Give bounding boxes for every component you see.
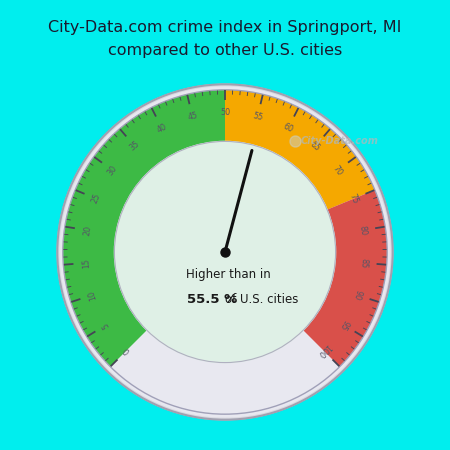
Text: 20: 20 [82,225,93,236]
Text: 95: 95 [337,318,350,331]
Wedge shape [225,90,375,210]
Text: 15: 15 [81,257,91,268]
Text: 45: 45 [187,111,198,122]
Text: 85: 85 [359,257,369,268]
Text: 5: 5 [101,320,112,329]
Text: 70: 70 [331,163,344,177]
Text: 65: 65 [309,140,322,153]
Text: 75: 75 [347,192,360,205]
Text: 10: 10 [87,289,99,301]
Text: 100: 100 [315,342,332,359]
Text: 40: 40 [155,122,168,134]
Text: 80: 80 [357,225,368,236]
Circle shape [57,84,393,420]
Text: 0: 0 [122,346,131,356]
Text: 50: 50 [220,108,230,117]
Text: 90: 90 [351,289,363,301]
Circle shape [114,141,336,363]
Text: 55.5 %: 55.5 % [187,293,237,306]
Text: Higher than in: Higher than in [186,268,271,281]
Text: City-Data.com crime index in Springport, MI: City-Data.com crime index in Springport,… [48,20,402,35]
Text: 35: 35 [128,140,141,153]
Circle shape [60,87,390,417]
Text: 30: 30 [106,163,119,177]
Text: of U.S. cities: of U.S. cities [225,293,298,306]
Wedge shape [63,90,225,367]
Text: 60: 60 [282,122,295,134]
Wedge shape [303,190,387,367]
Text: 25: 25 [90,192,103,205]
Text: City-Data.com: City-Data.com [300,136,378,146]
Text: 55: 55 [252,111,264,122]
Text: compared to other U.S. cities: compared to other U.S. cities [108,43,342,58]
